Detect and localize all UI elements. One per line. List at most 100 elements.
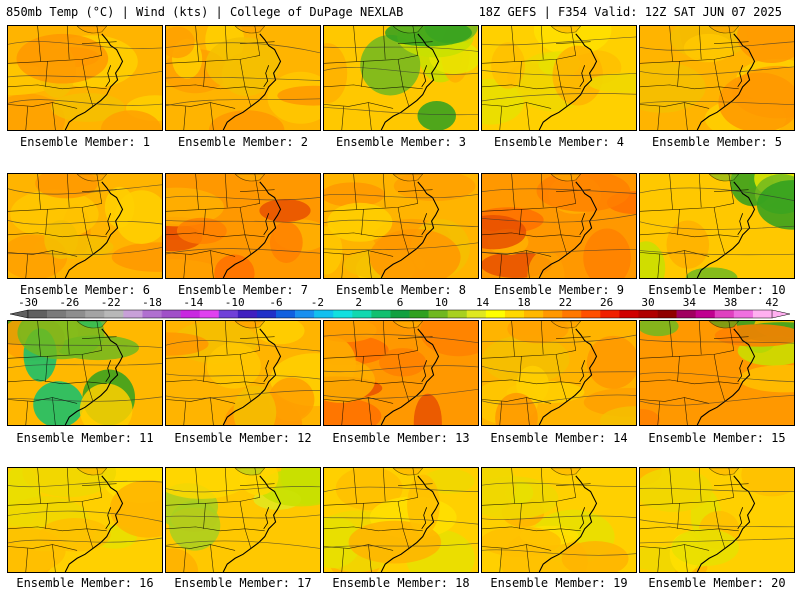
state-border [224, 468, 228, 502]
temperature-shade [491, 42, 526, 89]
ensemble-map-panel [323, 25, 479, 131]
temperature-shade [482, 335, 570, 384]
temperature-map [166, 26, 320, 130]
state-border [166, 379, 265, 385]
state-border [698, 26, 702, 60]
state-border [166, 84, 265, 90]
state-border [640, 397, 710, 404]
temperature-shade [35, 174, 98, 199]
state-border [728, 468, 735, 498]
state-border [718, 234, 726, 255]
state-border [66, 174, 70, 208]
lake-outline [708, 321, 740, 329]
temperature-shade [176, 217, 227, 245]
ensemble-member-label: Ensemble Member: 11 [16, 431, 154, 445]
colorbar-swatch [180, 310, 200, 318]
temperature-shade [756, 180, 794, 230]
state-border [555, 354, 562, 382]
temperature-shade [221, 52, 272, 97]
isotherm-contour [8, 480, 162, 488]
state-border [37, 321, 41, 357]
bay-outline [421, 213, 428, 236]
state-border [353, 174, 357, 210]
isotherm-contour [640, 519, 794, 528]
coastline [380, 181, 440, 278]
isotherm-contour [8, 184, 162, 195]
temperature-shade [360, 34, 421, 96]
ensemble-member-label: Ensemble Member: 10 [648, 283, 786, 297]
state-border [254, 174, 261, 204]
state-border [254, 321, 261, 351]
ensemble-member-label: Ensemble Member: 5 [651, 135, 783, 149]
state-border [519, 503, 522, 529]
state-border [677, 503, 680, 529]
ensemble-member-label: Ensemble Member: 17 [174, 576, 312, 590]
ensemble-member-label: Ensemble Member: 13 [332, 431, 470, 445]
bay-outline [105, 360, 112, 383]
ensemble-map-panel [639, 173, 795, 279]
bay-outline [263, 213, 270, 236]
isotherm-contour [324, 107, 478, 116]
state-border [195, 321, 199, 357]
ensemble-member-label: Ensemble Member: 7 [177, 283, 309, 297]
ensemble-map-panel [481, 25, 637, 131]
state-border [657, 106, 661, 130]
colorbar-tick-label: -6 [269, 296, 282, 309]
ensemble-member-label: Ensemble Member: 1 [19, 135, 151, 149]
state-border [669, 321, 673, 357]
state-border [368, 250, 372, 278]
isotherm-contour [166, 486, 320, 493]
state-border [560, 528, 568, 549]
state-border [713, 354, 720, 382]
state-border [499, 548, 503, 572]
bay-outline [421, 65, 428, 88]
state-border [37, 26, 41, 62]
temperature-shade [233, 385, 277, 425]
colorbar-tick-label: 10 [435, 296, 448, 309]
colorbar-swatch [142, 310, 162, 318]
temperature-shade [268, 377, 315, 422]
state-border [398, 41, 433, 44]
coastline [538, 328, 598, 425]
lake-outline [550, 468, 582, 476]
temperature-shade [516, 365, 549, 404]
bay-outline [579, 213, 586, 236]
temperature-shade [79, 383, 133, 425]
state-border [8, 544, 78, 551]
state-border [698, 174, 702, 208]
temperature-shade [166, 26, 195, 59]
coastline [696, 33, 756, 130]
colorbar-swatch [314, 310, 334, 318]
coastline [538, 475, 598, 572]
state-border [684, 102, 688, 130]
bay-outline [421, 507, 428, 530]
colorbar-swatch [543, 310, 563, 318]
state-border [166, 544, 236, 551]
isotherm-contour [8, 510, 162, 522]
ensemble-map-panel [639, 320, 795, 426]
ensemble-map-panel [165, 25, 321, 131]
ensemble-map-panel [165, 467, 321, 573]
coastline [538, 181, 598, 278]
state-border [570, 174, 577, 204]
state-border [254, 468, 261, 498]
temperature-map [8, 26, 162, 130]
state-border [8, 203, 102, 212]
temperature-shade [214, 254, 255, 278]
state-border [324, 250, 394, 257]
temperature-shade [166, 548, 199, 572]
isotherm-contour [8, 396, 162, 402]
state-border [412, 321, 419, 351]
state-border [166, 102, 236, 109]
state-border [166, 397, 236, 404]
state-border [239, 501, 246, 529]
state-border [718, 528, 726, 549]
temperature-shade [507, 321, 569, 344]
isotherm-contour [482, 365, 636, 374]
state-border [402, 381, 410, 402]
temperature-shade [269, 221, 303, 263]
state-border [166, 350, 260, 359]
temperature-map [482, 468, 636, 572]
bay-outline [105, 507, 112, 530]
isotherm-contour [640, 250, 794, 256]
